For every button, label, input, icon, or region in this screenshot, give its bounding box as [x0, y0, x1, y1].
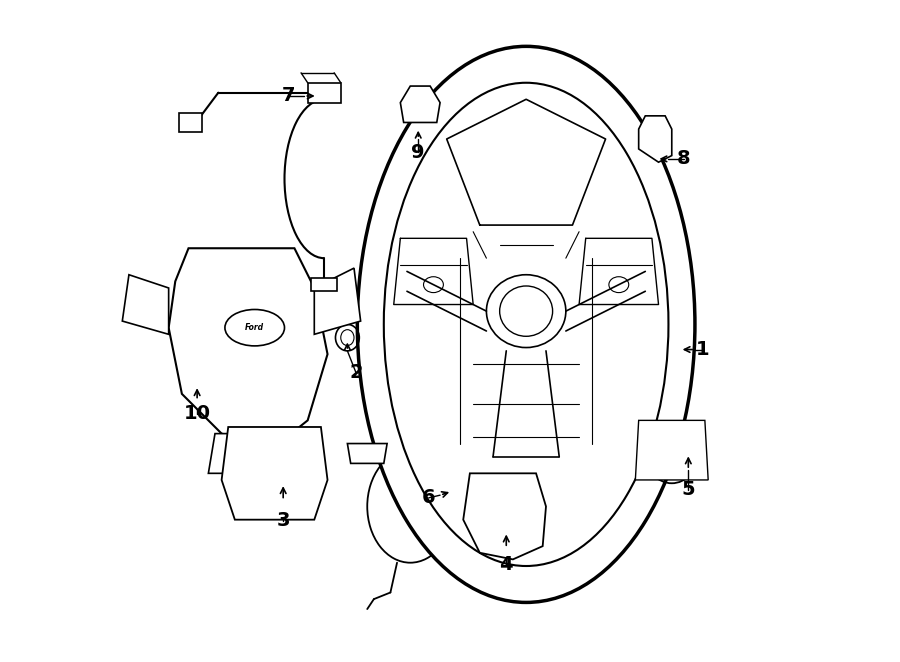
Text: 6: 6 — [422, 489, 436, 507]
Text: 9: 9 — [411, 143, 425, 162]
Polygon shape — [400, 86, 440, 122]
Text: 7: 7 — [282, 87, 295, 105]
Text: 4: 4 — [500, 555, 513, 573]
Polygon shape — [221, 427, 328, 520]
Polygon shape — [122, 275, 168, 334]
Polygon shape — [178, 113, 202, 132]
Ellipse shape — [357, 46, 695, 602]
Polygon shape — [168, 248, 328, 447]
Text: 8: 8 — [677, 150, 690, 168]
Text: 3: 3 — [276, 512, 290, 530]
Text: 2: 2 — [349, 363, 363, 382]
Polygon shape — [308, 83, 341, 103]
Polygon shape — [639, 116, 671, 162]
Polygon shape — [209, 434, 274, 473]
Text: 5: 5 — [681, 481, 695, 499]
Text: 1: 1 — [696, 340, 710, 359]
Text: Ford: Ford — [245, 323, 265, 332]
Text: 10: 10 — [184, 404, 211, 423]
Polygon shape — [635, 420, 708, 480]
Polygon shape — [464, 473, 546, 559]
Polygon shape — [347, 444, 387, 463]
Polygon shape — [314, 268, 361, 334]
Polygon shape — [311, 278, 338, 291]
